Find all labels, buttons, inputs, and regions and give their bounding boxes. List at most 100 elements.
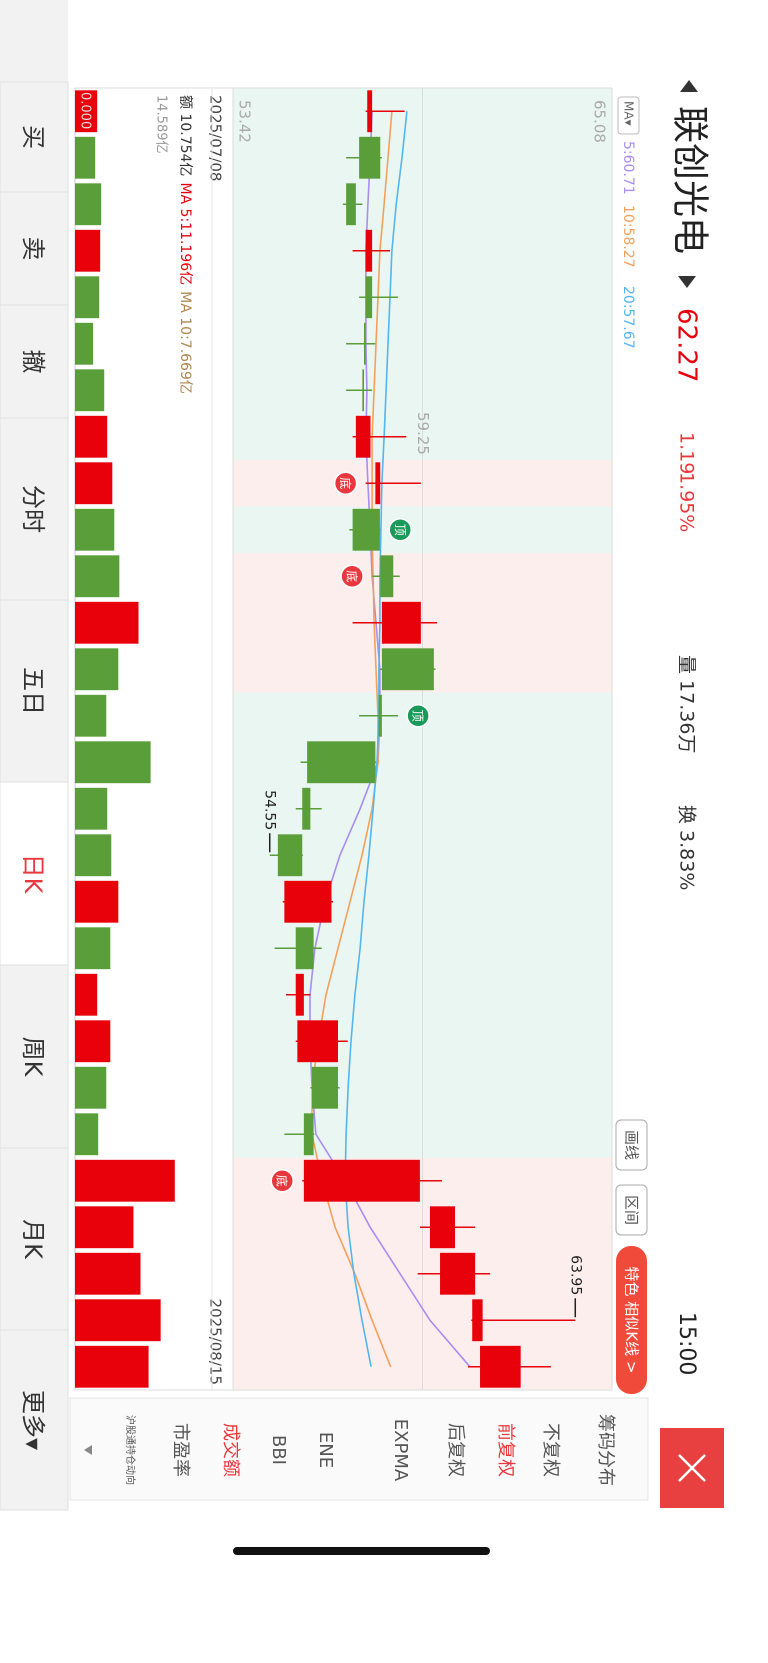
- signal-badge: [270, 1169, 294, 1193]
- volume-bar: [74, 1020, 111, 1063]
- side-menu-item[interactable]: 沪股通持仓动向: [124, 1415, 137, 1485]
- candle-body: [440, 1252, 476, 1295]
- candle-body: [380, 555, 394, 598]
- signal-badge: [388, 518, 412, 542]
- feature-label: 特色 相似K线 >: [623, 1267, 641, 1374]
- volume-bar: [74, 508, 115, 551]
- legend-entry: 10:58.27: [620, 205, 636, 268]
- change-pct: 1.95%: [676, 472, 698, 532]
- side-menu-item[interactable]: 不复权: [540, 1423, 561, 1477]
- x-label: 2025/07/08: [207, 95, 225, 181]
- x-label: 2025/08/15: [207, 1299, 225, 1385]
- ma-line: [344, 111, 408, 1367]
- volume-bar: [75, 415, 108, 458]
- candle-body: [303, 1159, 420, 1202]
- side-menu-item[interactable]: 筹码分布: [595, 1414, 616, 1486]
- candle-body: [367, 90, 373, 133]
- feature-button[interactable]: [616, 1246, 647, 1394]
- candle-body: [480, 1345, 521, 1388]
- tool-button[interactable]: [615, 1119, 648, 1171]
- nav-tab-label: 撤: [19, 350, 47, 374]
- volume-bar: [75, 787, 108, 830]
- legend-entry: 20:57.67: [620, 286, 636, 349]
- nav-tab-label: 卖: [19, 237, 47, 261]
- legend-entry: 5:60.71: [620, 141, 636, 195]
- tool-button-label: 画线: [623, 1130, 641, 1160]
- candle-body: [375, 462, 381, 505]
- candle-body: [378, 694, 382, 737]
- volume-bar: [75, 229, 101, 272]
- volume-bar: [74, 183, 102, 226]
- home-indicator: [233, 1547, 490, 1555]
- stock-title: 联创光电: [669, 106, 712, 254]
- volume-bar: [75, 601, 139, 644]
- nav-tab[interactable]: [0, 1329, 69, 1511]
- candle-body: [472, 1299, 483, 1342]
- signal-label: 顶: [411, 710, 425, 722]
- candle-body: [381, 601, 421, 644]
- side-menu-item[interactable]: EXPMA: [390, 1419, 411, 1482]
- volume-bar: [74, 973, 98, 1016]
- turnover: 换 3.83%: [676, 805, 698, 890]
- nav-tab-label: 周K: [19, 1037, 47, 1078]
- y-tick-label: 65.08: [591, 100, 609, 143]
- side-menu-item[interactable]: 后复权: [445, 1423, 466, 1477]
- candle-body: [365, 229, 373, 272]
- signal-badge: [406, 704, 430, 728]
- side-menu-more[interactable]: [84, 1445, 92, 1455]
- signal-label: 底: [338, 477, 353, 489]
- volume-bar: [75, 1345, 149, 1388]
- candle-body: [277, 834, 303, 877]
- prev-arrow[interactable]: [680, 80, 698, 92]
- candle-body: [429, 1206, 456, 1249]
- side-menu-item[interactable]: 市盈率: [170, 1423, 191, 1477]
- volume: 量 17.36万: [676, 655, 698, 753]
- ma-label: MA▾: [622, 101, 636, 126]
- volume-bar: [75, 648, 119, 691]
- candle-body: [352, 508, 380, 551]
- next-arrow[interactable]: [678, 276, 696, 288]
- change: 1.19: [676, 432, 698, 474]
- y-tick-label: 53.42: [236, 100, 254, 143]
- tool-button-label: 区间: [623, 1195, 641, 1225]
- volume-bar: [74, 1252, 141, 1295]
- nav-tab-label: 日K: [19, 854, 47, 895]
- nav-tab-label: 分时: [19, 485, 47, 533]
- volume-max: 14.589亿: [154, 95, 169, 154]
- candle-body: [307, 741, 376, 784]
- nav-tab-label: 五日: [19, 667, 47, 715]
- time: 15:00: [674, 1312, 699, 1375]
- extreme-label: 63.95: [567, 1255, 583, 1295]
- ma-box[interactable]: [617, 96, 640, 135]
- volume-bar: [75, 555, 120, 598]
- volume-ma: MA 10:7.669亿: [177, 291, 193, 394]
- volume-summary: 额 10.754亿 MA 5:11.196亿 MA 10:7.669亿: [177, 95, 193, 394]
- candle-body: [295, 973, 304, 1016]
- signal-label: 底: [275, 1175, 290, 1187]
- volume-bar: [74, 1159, 175, 1202]
- candle-body: [284, 880, 332, 923]
- volume-bar: [74, 136, 96, 179]
- close-icon: [678, 1454, 706, 1482]
- candle-body: [346, 183, 356, 226]
- side-menu-item[interactable]: BBI: [268, 1435, 289, 1465]
- side-menu-item[interactable]: 成交额: [220, 1423, 241, 1477]
- extreme-label: 54.55: [262, 790, 278, 830]
- tool-button[interactable]: [615, 1184, 648, 1236]
- candle-body: [359, 136, 381, 179]
- volume-bar: [74, 927, 111, 970]
- volume-zero: 0.000: [78, 92, 93, 129]
- volume-bar: [74, 90, 98, 133]
- volume-bar: [74, 369, 105, 412]
- candle-body: [297, 1020, 338, 1063]
- side-menu-item[interactable]: 前复权: [495, 1423, 516, 1477]
- side-panel: [69, 1397, 649, 1501]
- side-menu-item[interactable]: ENE: [315, 1432, 336, 1468]
- candle-body: [363, 322, 366, 365]
- volume-bar: [75, 694, 107, 737]
- nav-tab-label: 月K: [19, 1219, 47, 1260]
- candle-body: [381, 648, 434, 691]
